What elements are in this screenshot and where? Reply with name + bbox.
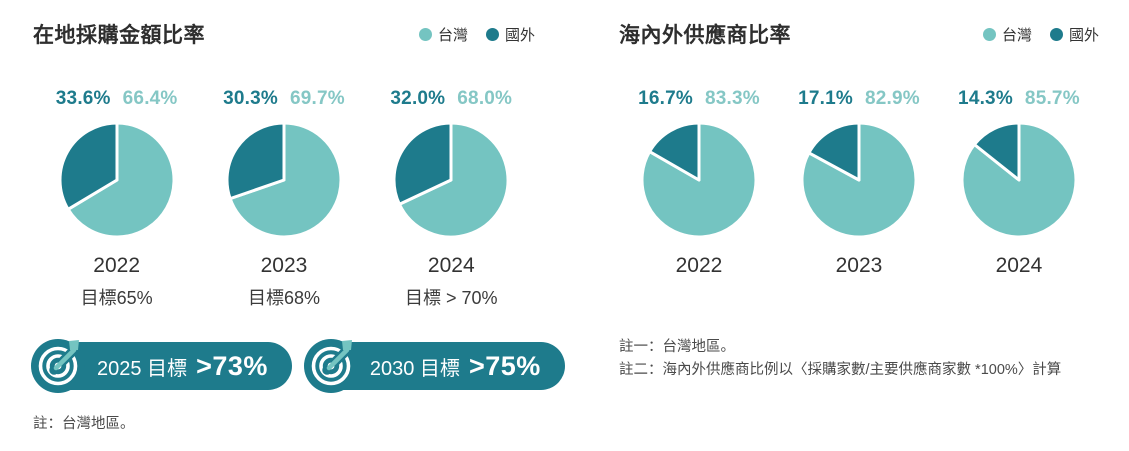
footnote-2: 註二：海內外供應商比例以〈採購家數/主要供應商家數 *100%〉計算 xyxy=(619,362,1062,378)
pie-value-labels: 33.6% 66.4% xyxy=(56,88,178,112)
badge-target-value: >75% xyxy=(468,350,541,381)
pie-charts-row: 33.6% 66.4% 2022 目標65% 30.3% 69.7% 2023 … xyxy=(33,88,535,308)
badge-year-label: 2030 目標 xyxy=(369,357,460,380)
year-label: 2022 xyxy=(675,254,723,277)
taiwan-pct-label: 68.0% xyxy=(457,88,513,109)
pie-supplier-2024 xyxy=(959,120,1079,240)
future-targets-row: 2025 目標 >73% 2030 目標 >75% xyxy=(31,339,565,393)
foreign-pct-label: 30.3% xyxy=(223,88,278,109)
chart-column-local-2024: 32.0% 68.0% 2024 目標 > 70% xyxy=(368,88,535,308)
chart-column-local-2023: 30.3% 69.7% 2023 目標68% xyxy=(200,88,367,308)
target-label: 目標68% xyxy=(247,288,320,308)
year-label: 2024 xyxy=(995,254,1043,277)
foreign-pct-label: 14.3% xyxy=(958,88,1013,109)
footnotes: 註一：台灣地區。 註二：海內外供應商比例以〈採購家數/主要供應商家數 *100%… xyxy=(619,336,1099,382)
target-badge-2025: 2025 目標 >73% xyxy=(31,339,292,393)
target-badge-2030: 2030 目標 >75% xyxy=(303,339,565,393)
year-label: 2023 xyxy=(835,254,883,277)
target-label: 目標65% xyxy=(80,288,153,308)
section-header: 海內外供應商比率 台灣 國外 xyxy=(619,20,1099,48)
legend-dot-taiwan-icon xyxy=(982,27,996,41)
pie-supplier-2023 xyxy=(799,120,919,240)
foreign-pct-label: 33.6% xyxy=(55,88,111,109)
chart-column-supplier-2024: 14.3% 85.7% 2024 xyxy=(939,88,1099,278)
legend: 台灣 國外 xyxy=(982,24,1099,45)
legend-dot-taiwan-icon xyxy=(418,27,432,41)
legend-item-taiwan: 台灣 xyxy=(418,24,468,45)
infographic-page: 在地採購金額比率 台灣 國外 33.6% 66.4% 2022 xyxy=(31,20,1099,433)
pie-value-labels: 16.7% 83.3% xyxy=(638,88,760,112)
legend: 台灣 國外 xyxy=(418,24,535,45)
badge-target-value: >73% xyxy=(196,350,268,381)
legend-item-foreign: 國外 xyxy=(1049,24,1099,45)
section-title: 在地採購金額比率 xyxy=(33,24,205,47)
section-supplier-ratio: 海內外供應商比率 台灣 國外 16.7% 83.3% 2022 xyxy=(619,20,1099,433)
foreign-pct-label: 32.0% xyxy=(390,88,446,109)
section-header: 在地採購金額比率 台灣 國外 xyxy=(33,20,535,48)
pie-local-2024 xyxy=(391,120,511,240)
pie-value-labels: 17.1% 82.9% xyxy=(798,88,920,112)
section-local-procurement-ratio: 在地採購金額比率 台灣 國外 33.6% 66.4% 2022 xyxy=(31,20,565,433)
pie-value-labels: 30.3% 69.7% xyxy=(223,88,345,112)
taiwan-pct-label: 82.9% xyxy=(864,88,920,109)
footnote: 註：台灣地區。 xyxy=(33,416,135,432)
pie-charts-row: 16.7% 83.3% 2022 17.1% 82.9% 2023 14.3% … xyxy=(619,88,1099,278)
taiwan-pct-label: 66.4% xyxy=(122,88,178,109)
taiwan-pct-label: 69.7% xyxy=(289,88,345,109)
section-title: 海內外供應商比率 xyxy=(619,24,791,47)
chart-column-supplier-2022: 16.7% 83.3% 2022 xyxy=(619,88,779,278)
dartboard-icon xyxy=(31,339,85,393)
legend-label-foreign: 國外 xyxy=(1068,26,1099,44)
dartboard-icon xyxy=(303,339,358,393)
pie-value-labels: 14.3% 85.7% xyxy=(958,88,1080,112)
footnote-1: 註一：台灣地區。 xyxy=(619,339,735,355)
taiwan-pct-label: 85.7% xyxy=(1024,88,1080,109)
legend-item-foreign: 國外 xyxy=(485,24,535,45)
legend-label-taiwan: 台灣 xyxy=(1001,26,1032,44)
pie-local-2022 xyxy=(57,120,177,240)
target-label: 目標 > 70% xyxy=(405,288,498,308)
legend-item-taiwan: 台灣 xyxy=(982,24,1032,45)
year-label: 2024 xyxy=(427,254,475,277)
legend-dot-foreign-icon xyxy=(1049,27,1063,41)
year-label: 2022 xyxy=(93,254,141,277)
year-label: 2023 xyxy=(260,254,308,277)
legend-label-taiwan: 台灣 xyxy=(437,26,468,44)
legend-label-foreign: 國外 xyxy=(504,26,535,44)
badge-year-label: 2025 目標 xyxy=(97,357,188,380)
pie-value-labels: 32.0% 68.0% xyxy=(390,88,512,112)
pie-local-2023 xyxy=(224,120,344,240)
chart-column-local-2022: 33.6% 66.4% 2022 目標65% xyxy=(33,88,200,308)
taiwan-pct-label: 83.3% xyxy=(704,88,760,109)
foreign-pct-label: 17.1% xyxy=(798,88,853,109)
legend-dot-foreign-icon xyxy=(485,27,499,41)
pie-supplier-2022 xyxy=(639,120,759,240)
foreign-pct-label: 16.7% xyxy=(638,88,693,109)
chart-column-supplier-2023: 17.1% 82.9% 2023 xyxy=(779,88,939,278)
